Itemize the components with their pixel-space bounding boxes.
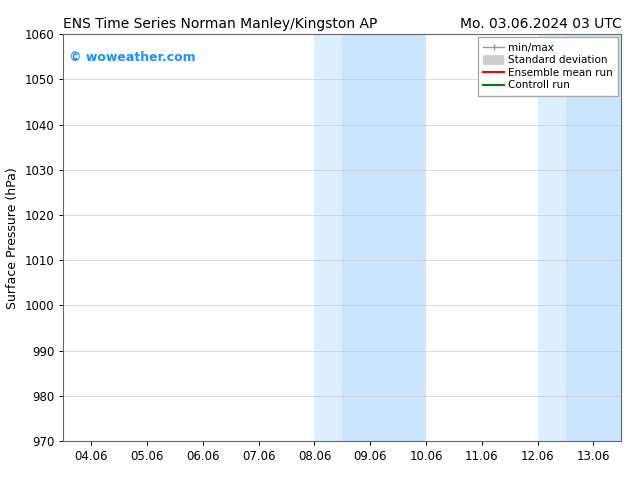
- Y-axis label: Surface Pressure (hPa): Surface Pressure (hPa): [6, 167, 19, 309]
- Bar: [314, 34, 342, 441]
- Legend: min/max, Standard deviation, Ensemble mean run, Controll run: min/max, Standard deviation, Ensemble me…: [478, 37, 618, 96]
- Title: ENS Time Series Norman Manley/Kingston AP      Mo. 03.06.2024 03 UTC: ENS Time Series Norman Manley/Kingston A…: [0, 489, 1, 490]
- Bar: [342, 34, 426, 441]
- Bar: [566, 34, 621, 441]
- Text: Mo. 03.06.2024 03 UTC: Mo. 03.06.2024 03 UTC: [460, 17, 621, 31]
- Bar: [538, 34, 566, 441]
- Text: © woweather.com: © woweather.com: [69, 50, 196, 64]
- Text: ENS Time Series Norman Manley/Kingston AP: ENS Time Series Norman Manley/Kingston A…: [63, 17, 378, 31]
